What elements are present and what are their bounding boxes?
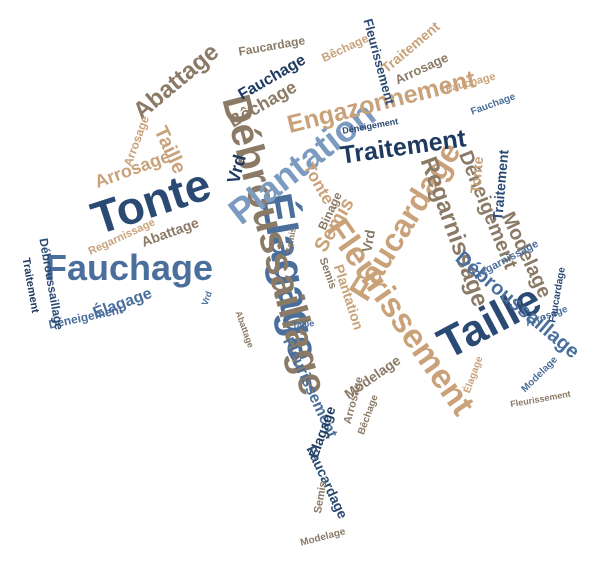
word-modelage-bottom: Modelage <box>299 526 347 549</box>
word-bechage-trunk: Bêchage <box>356 393 381 437</box>
word-fauchage-far-right: Fauchage <box>469 91 517 118</box>
word-modelage-right: Modelage <box>519 354 560 395</box>
word-vrd-center: Vrd <box>358 228 379 254</box>
word-bechage-top: Bêchage <box>319 31 371 65</box>
word-abattage-large: Abattage <box>128 38 225 125</box>
word-traitement-left: Traitement <box>19 256 42 314</box>
word-vrd-left: Vrd <box>199 289 214 307</box>
word-fleurissement-right: Fleurissement <box>509 388 572 410</box>
word-traitement-right: Traitement <box>489 149 512 221</box>
word-fauchage-large: Fauchage <box>45 247 214 288</box>
word-abattage-trunk: Abattage <box>233 309 257 350</box>
word-tonte-right: Tonte <box>466 155 487 195</box>
